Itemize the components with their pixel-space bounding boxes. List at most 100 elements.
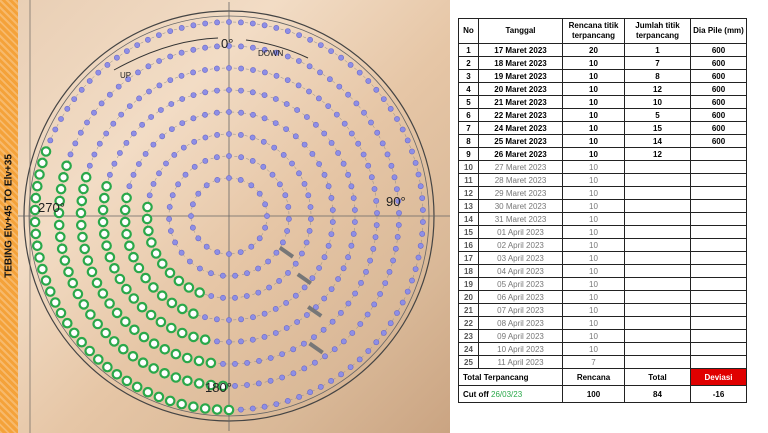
pile-planned [155, 32, 162, 38]
pile-planned [290, 346, 297, 353]
pile-driven [133, 262, 145, 274]
pile-planned [232, 360, 238, 367]
pile-planned [284, 53, 291, 60]
cell-dia: 600 [690, 56, 747, 70]
label-down: DOWN [258, 49, 284, 58]
pile-driven [156, 290, 168, 301]
pile-driven [173, 275, 185, 287]
pile-planned [415, 171, 422, 178]
pile-driven [82, 255, 94, 266]
pile-planned [387, 105, 394, 112]
col-header-rencana: Rencana titik terpancang [562, 18, 625, 44]
pile-planned [336, 83, 343, 90]
cell-rencana: 10 [562, 56, 625, 70]
cell-dia [690, 225, 747, 239]
pile-driven [166, 297, 178, 309]
pile-driven [176, 398, 187, 410]
pile-planned [202, 44, 208, 51]
cell-jumlah: 14 [624, 134, 691, 148]
cell-no: 3 [458, 69, 479, 83]
cell-dia: 600 [690, 43, 747, 57]
pile-planned [316, 161, 322, 167]
pile-planned [146, 88, 152, 95]
pile-planned [163, 160, 169, 167]
pile-planned [350, 230, 357, 237]
pile-driven [193, 355, 205, 367]
pile-driven [37, 263, 48, 275]
pile-driven [121, 375, 133, 387]
pile-driven [118, 343, 129, 355]
pile-driven [29, 204, 41, 216]
pile-layout-plan: 0° 90° 270° 180° UP DOWN [18, 0, 450, 433]
pile-planned [238, 109, 244, 116]
pile-planned [214, 19, 220, 26]
pile-planned [214, 87, 220, 94]
pile-driven [54, 231, 66, 243]
pile-driven [104, 251, 116, 263]
pile-planned [384, 151, 391, 158]
pile-planned [255, 380, 262, 387]
table-row: 16 02 April 2023 10 [458, 238, 747, 252]
pile-planned [213, 154, 220, 161]
pile-planned [417, 183, 424, 190]
cell-jumlah: 12 [624, 82, 691, 96]
pile-planned [294, 107, 300, 113]
table-row: 9 26 Maret 2023 10 12 [458, 147, 747, 161]
pile-planned [47, 137, 54, 144]
pile-planned [249, 89, 256, 96]
pile-planned [179, 120, 186, 126]
label-up: UP [120, 71, 131, 80]
pile-planned [395, 198, 402, 204]
pile-driven [85, 309, 96, 320]
pile-planned [272, 330, 279, 336]
pile-driven [76, 336, 87, 348]
pile-driven [150, 248, 162, 259]
pile-driven [63, 266, 74, 278]
pile-planned [419, 195, 426, 201]
cell-no: 20 [458, 290, 479, 304]
pile-planned [202, 134, 209, 141]
cell-dia: 600 [690, 121, 747, 135]
pile-planned [283, 101, 290, 107]
pile-planned [190, 46, 197, 53]
pile-driven [53, 219, 65, 231]
pile-planned [295, 82, 302, 89]
summary-total-header: Total [624, 368, 691, 386]
cell-no: 18 [458, 264, 479, 278]
pile-planned [178, 24, 185, 31]
pile-driven [136, 301, 148, 313]
cell-rencana: 10 [562, 69, 625, 83]
pile-driven [54, 195, 65, 207]
pile-driven [76, 195, 88, 207]
pile-driven [31, 240, 43, 252]
pile-planned [157, 107, 164, 113]
cell-jumlah [624, 290, 691, 304]
pile-planned [86, 78, 93, 84]
pile-planned [394, 233, 401, 240]
pile-planned [301, 180, 308, 187]
pile-planned [178, 72, 185, 79]
pile-driven [104, 298, 115, 309]
pile-planned [130, 171, 137, 178]
pile-planned [284, 228, 290, 234]
pile-planned [96, 140, 103, 147]
pile-driven [86, 266, 98, 278]
pile-driven [109, 262, 120, 274]
cell-no: 13 [458, 199, 479, 213]
pile-driven [155, 316, 167, 328]
pile-planned [267, 377, 274, 384]
pile-planned [182, 171, 189, 178]
pile-planned [325, 103, 332, 109]
cell-tanggal: 31 Maret 2023 [478, 212, 563, 226]
cell-dia [690, 316, 747, 330]
pile-planned [202, 314, 208, 321]
pile-planned [202, 67, 208, 73]
pile-planned [226, 19, 232, 25]
table-row: 22 08 April 2023 10 [458, 316, 747, 330]
pile-planned [179, 96, 186, 102]
cell-tanggal: 22 Maret 2023 [478, 108, 563, 122]
pile-planned [335, 150, 341, 156]
pile-planned [159, 133, 166, 140]
pile-planned [393, 186, 400, 192]
cell-no: 16 [458, 238, 479, 252]
